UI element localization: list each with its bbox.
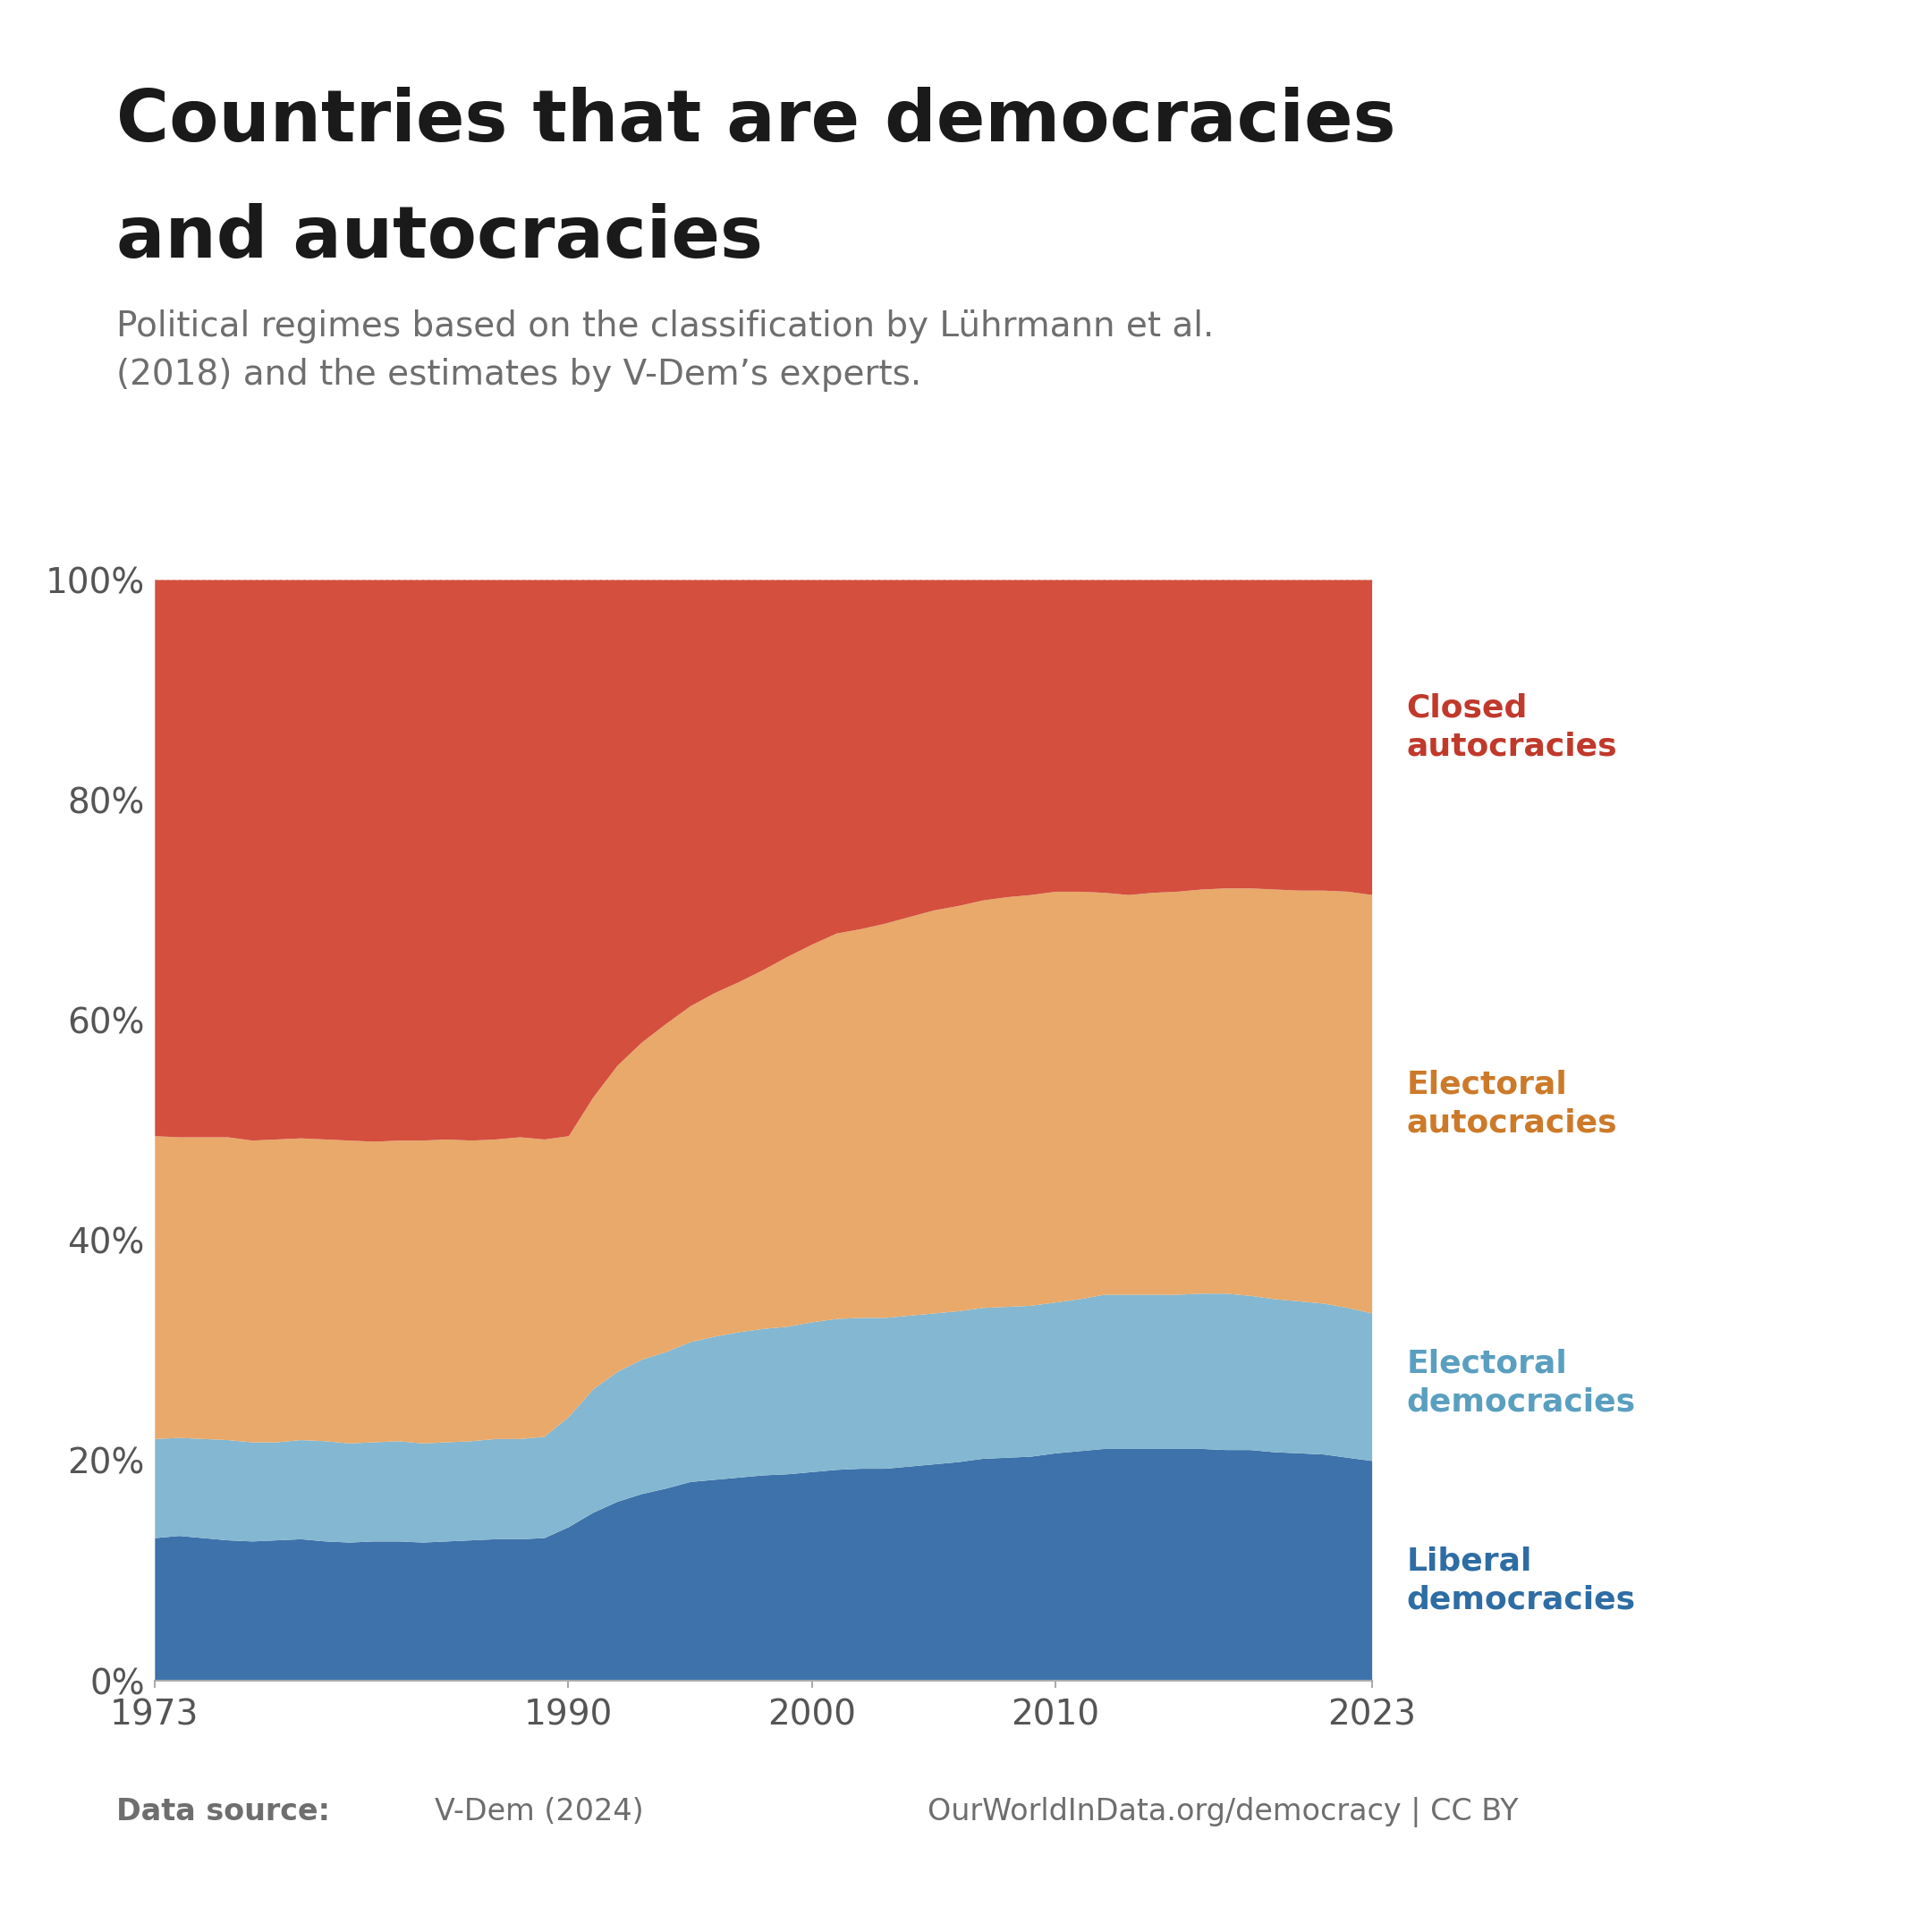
Text: Countries that are democracies: Countries that are democracies <box>116 87 1395 156</box>
Text: Electoral
autocracies: Electoral autocracies <box>1406 1068 1617 1138</box>
Text: Liberal
democracies: Liberal democracies <box>1406 1546 1636 1615</box>
Text: in Data: in Data <box>1617 139 1735 168</box>
Text: Data source:: Data source: <box>116 1797 330 1826</box>
Text: Electoral
democracies: Electoral democracies <box>1406 1349 1636 1418</box>
Text: V-Dem (2024): V-Dem (2024) <box>435 1797 643 1826</box>
Text: OurWorldInData.org/democracy | CC BY: OurWorldInData.org/democracy | CC BY <box>927 1797 1519 1828</box>
Text: Our World: Our World <box>1594 71 1758 99</box>
Text: and autocracies: and autocracies <box>116 203 763 272</box>
Text: Closed
autocracies: Closed autocracies <box>1406 694 1617 761</box>
Text: Political regimes based on the classification by Lührmann et al.
(2018) and the : Political regimes based on the classific… <box>116 309 1213 392</box>
